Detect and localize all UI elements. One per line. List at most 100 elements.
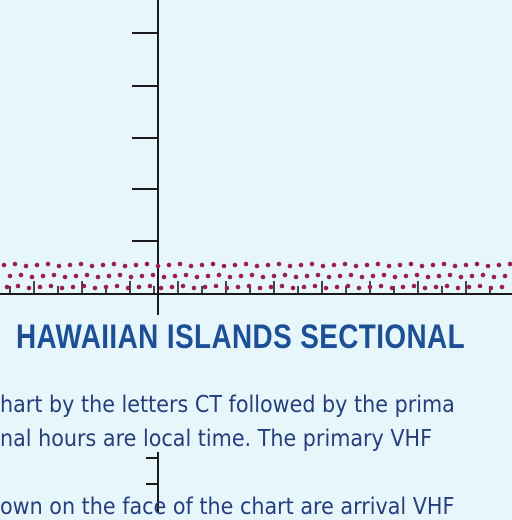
boundary-dot	[334, 284, 340, 290]
boundary-dot	[249, 272, 255, 278]
boundary-dot	[444, 283, 450, 289]
boundary-dot	[480, 272, 486, 278]
meridian-ticks	[132, 32, 158, 485]
boundary-dot	[414, 272, 420, 278]
boundary-dot	[408, 261, 414, 267]
boundary-dot	[216, 272, 222, 278]
boundary-dot	[425, 274, 431, 280]
note-line-1: hart by the letters CT followed by the p…	[0, 392, 455, 418]
boundary-dot	[304, 273, 310, 279]
boundary-dot	[320, 263, 326, 269]
boundary-dot	[397, 262, 403, 268]
boundary-dot	[309, 261, 315, 267]
boundary-dot	[56, 263, 62, 269]
boundary-dot	[246, 283, 252, 289]
boundary-dot	[100, 262, 106, 268]
note-line-3: own on the face of the chart are arrival…	[0, 494, 455, 520]
boundary-dot	[172, 273, 178, 279]
boundary-dot	[433, 284, 439, 290]
boundary-dot	[375, 261, 381, 267]
boundary-dot	[389, 285, 395, 291]
boundary-dot	[452, 263, 458, 269]
boundary-dot	[81, 283, 87, 289]
boundary-dot	[125, 285, 131, 291]
boundary-dot	[353, 263, 359, 269]
boundary-dot	[7, 273, 13, 279]
boundary-dot	[95, 274, 101, 280]
boundary-dot	[51, 272, 57, 278]
boundary-dot	[18, 272, 24, 278]
boundary-dot	[356, 285, 362, 291]
boundary-dot	[155, 263, 161, 269]
boundary-dot	[1, 262, 7, 268]
boundary-dot	[364, 262, 370, 268]
boundary-dot	[499, 284, 505, 290]
boundary-dot	[180, 283, 186, 289]
boundary-dot	[117, 272, 123, 278]
boundary-dot	[491, 274, 497, 280]
boundary-dot	[392, 274, 398, 280]
boundary-dot	[466, 284, 472, 290]
boundary-dot	[279, 283, 285, 289]
boundary-dot	[367, 284, 373, 290]
boundary-dot	[243, 261, 249, 267]
boundary-dot	[315, 272, 321, 278]
boundary-dot	[348, 272, 354, 278]
boundary-dot	[254, 263, 260, 269]
boundary-dot	[293, 274, 299, 280]
chart-title: HAWAIIAN ISLANDS SECTIONAL	[16, 318, 466, 356]
parallel-ticks	[9, 281, 491, 294]
boundary-dot	[158, 285, 164, 291]
boundary-dot	[436, 273, 442, 279]
boundary-dot	[496, 262, 502, 268]
boundary-dot	[276, 261, 282, 267]
boundary-dot	[268, 284, 274, 290]
boundary-dot	[290, 285, 296, 291]
boundary-dot	[224, 285, 230, 291]
boundary-dot	[326, 274, 332, 280]
boundary-dot	[485, 263, 491, 269]
boundary-dot	[139, 273, 145, 279]
boundary-dot	[345, 283, 351, 289]
boundary-dot	[122, 263, 128, 269]
boundary-dot	[400, 284, 406, 290]
boundary-dot	[502, 273, 508, 279]
boundary-dot-band	[1, 261, 512, 291]
boundary-dot	[136, 284, 142, 290]
boundary-dot	[15, 283, 21, 289]
boundary-dot	[441, 261, 447, 267]
boundary-dot	[232, 262, 238, 268]
boundary-dot	[411, 283, 417, 289]
boundary-dot	[221, 263, 227, 269]
boundary-dot	[12, 261, 18, 267]
boundary-dot	[213, 283, 219, 289]
boundary-dot	[4, 284, 10, 290]
boundary-dot	[34, 262, 40, 268]
boundary-dot	[103, 284, 109, 290]
boundary-dot	[447, 272, 453, 278]
boundary-dot	[474, 261, 480, 267]
boundary-dot	[488, 285, 494, 291]
boundary-dot	[166, 262, 172, 268]
boundary-dot	[419, 263, 425, 269]
boundary-dot	[177, 261, 183, 267]
note-line-2: nal hours are local time. The primary VH…	[0, 426, 433, 452]
boundary-dot	[70, 284, 76, 290]
boundary-dot	[378, 283, 384, 289]
boundary-dot	[37, 284, 43, 290]
boundary-dot	[89, 263, 95, 269]
boundary-dot	[191, 285, 197, 291]
boundary-dot	[150, 272, 156, 278]
boundary-dot	[257, 285, 263, 291]
boundary-dot	[342, 261, 348, 267]
boundary-dot	[45, 261, 51, 267]
boundary-dot	[359, 274, 365, 280]
boundary-dot	[298, 262, 304, 268]
boundary-dot	[73, 273, 79, 279]
boundary-dot	[111, 261, 117, 267]
boundary-dot	[147, 283, 153, 289]
boundary-dot	[144, 261, 150, 267]
boundary-dot	[331, 262, 337, 268]
boundary-dot	[477, 283, 483, 289]
